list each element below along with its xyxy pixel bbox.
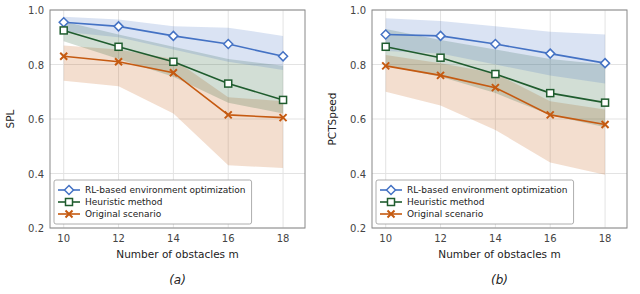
x-tick-label: 18 <box>277 233 290 244</box>
point <box>60 53 67 60</box>
point <box>382 62 389 69</box>
legend-box <box>54 180 252 224</box>
legend-label: Heuristic method <box>407 197 485 207</box>
point <box>170 58 177 65</box>
line <box>64 30 283 99</box>
panel: 0.2 0.4 0.6 0.8 1.0 10 12 14 16 18 Number of obsta… <box>4 5 305 287</box>
plot-background <box>372 10 627 228</box>
point <box>115 58 122 65</box>
subtitle: (b) <box>491 273 508 287</box>
legend-swatch-marker <box>387 186 396 195</box>
point <box>280 96 287 103</box>
point <box>115 43 122 50</box>
grid-line <box>50 173 305 174</box>
y-tick-label: 1.0 <box>350 5 366 16</box>
y-tick-label: 0.6 <box>350 114 366 125</box>
legend-swatch-marker <box>66 211 73 218</box>
legend-box <box>376 180 574 224</box>
point <box>437 54 444 61</box>
x-tick-label: 16 <box>222 233 235 244</box>
line <box>64 22 283 56</box>
point <box>279 52 288 61</box>
legend-swatch-marker <box>65 186 74 195</box>
band <box>386 18 605 83</box>
y-tick-label: 0.2 <box>28 223 44 234</box>
x-tick-label: 12 <box>112 233 125 244</box>
point <box>491 40 500 49</box>
point <box>280 114 287 121</box>
point <box>381 30 390 39</box>
point <box>382 43 389 50</box>
legend: RL-based environment optimization Heurist… <box>54 180 252 224</box>
y-tick-label: 1.0 <box>28 5 44 16</box>
point <box>114 22 123 31</box>
y-tick-label: 0.8 <box>28 60 44 71</box>
point <box>170 69 177 76</box>
y-tick-label: 0.4 <box>28 169 44 180</box>
panel: 0.2 0.4 0.6 0.8 1.0 10 12 14 16 18 Number of obsta… <box>326 5 627 287</box>
plot-background <box>50 10 305 228</box>
grid-line <box>372 173 627 174</box>
data-area <box>59 17 287 168</box>
line <box>386 35 605 64</box>
x-tick-label: 18 <box>599 233 612 244</box>
x-tick-label: 10 <box>379 233 392 244</box>
point <box>547 111 554 118</box>
x-tick-label: 16 <box>544 233 557 244</box>
legend-label: Original scenario <box>85 209 162 219</box>
legend-swatch-marker <box>388 211 395 218</box>
figure: 0.2 0.4 0.6 0.8 1.0 10 12 14 16 18 Number of obsta… <box>0 0 640 294</box>
point <box>602 99 609 106</box>
y-tick-label: 0.6 <box>28 114 44 125</box>
point <box>492 71 499 78</box>
y-axis-label: PCTSpeed <box>326 93 338 146</box>
line <box>386 66 605 125</box>
point <box>601 59 610 68</box>
point <box>60 27 67 34</box>
y-tick-label: 0.4 <box>350 169 366 180</box>
point <box>437 72 444 79</box>
line <box>386 47 605 103</box>
subtitle: (a) <box>169 273 186 287</box>
point <box>602 121 609 128</box>
band <box>64 17 283 70</box>
x-tick-label: 14 <box>489 233 502 244</box>
point <box>547 90 554 97</box>
legend-label: RL-based environment optimization <box>85 185 246 195</box>
point <box>225 111 232 118</box>
y-axis-label: SPL <box>4 109 16 128</box>
plot-frame <box>50 10 305 228</box>
legend-label: Original scenario <box>407 209 484 219</box>
legend: RL-based environment optimization Heurist… <box>376 180 574 224</box>
legend-swatch-marker <box>66 199 73 206</box>
x-tick-label: 10 <box>57 233 70 244</box>
legend-label: Heuristic method <box>85 197 163 207</box>
x-tick-label: 12 <box>434 233 447 244</box>
point <box>436 31 445 40</box>
legend-label: RL-based environment optimization <box>407 185 568 195</box>
data-area <box>381 18 609 175</box>
point <box>546 49 555 58</box>
x-axis-label: Number of obstacles m <box>438 248 560 260</box>
y-tick-label: 0.8 <box>350 60 366 71</box>
line <box>64 56 283 117</box>
legend-items: RL-based environment optimization Heurist… <box>380 185 568 219</box>
plot-frame <box>372 10 627 228</box>
point <box>225 80 232 87</box>
point <box>224 40 233 49</box>
point <box>169 31 178 40</box>
point <box>492 84 499 91</box>
legend-items: RL-based environment optimization Heurist… <box>58 185 246 219</box>
legend-swatch-marker <box>388 199 395 206</box>
point <box>59 18 68 27</box>
y-tick-label: 0.2 <box>350 223 366 234</box>
x-axis-label: Number of obstacles m <box>116 248 238 260</box>
x-tick-label: 14 <box>167 233 180 244</box>
